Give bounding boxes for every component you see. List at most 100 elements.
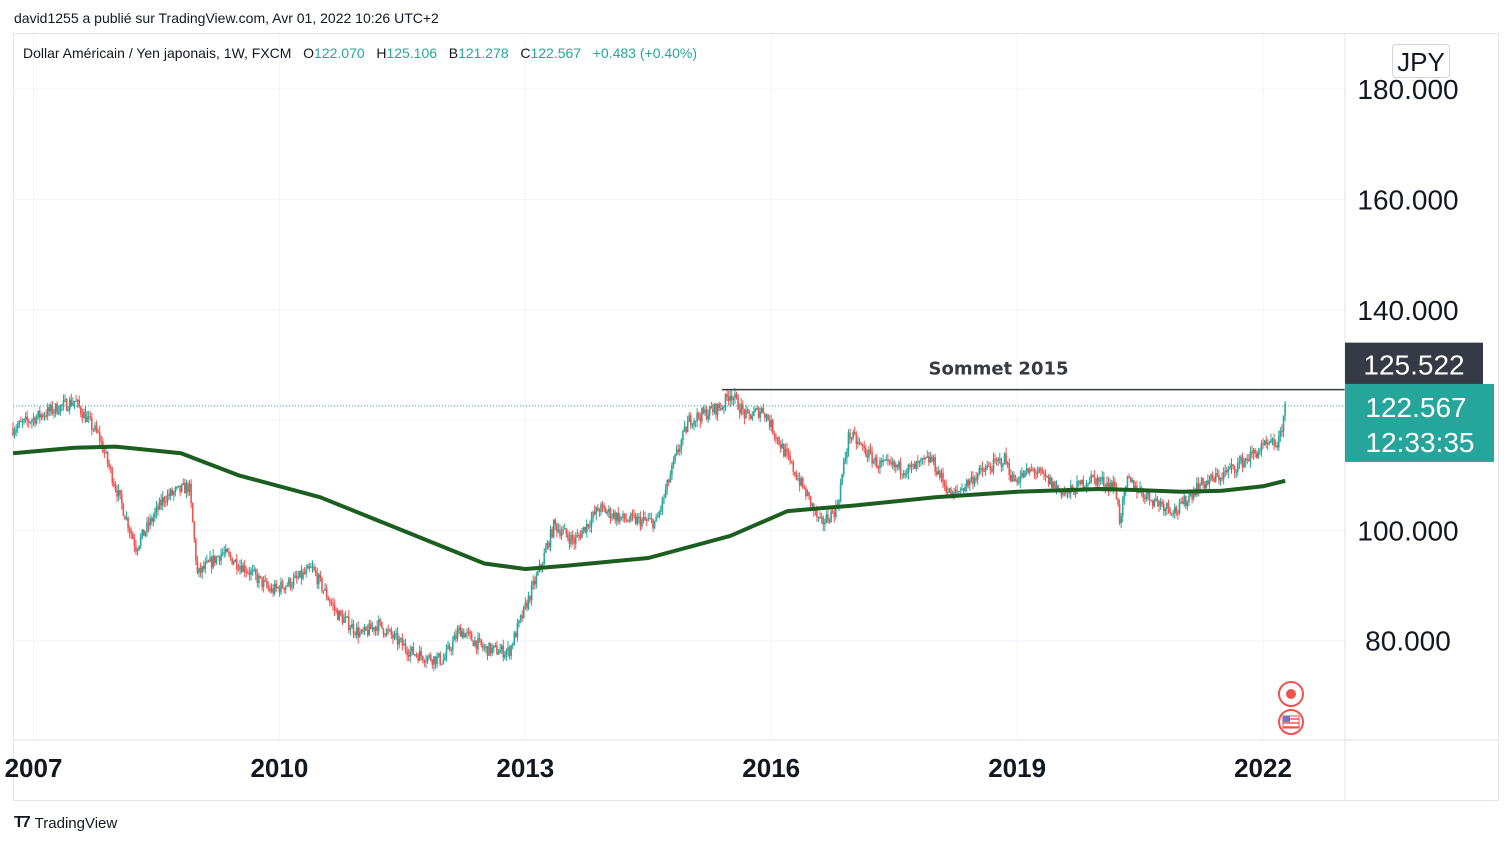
candle-body xyxy=(757,407,760,418)
candle-body xyxy=(686,421,689,433)
candle-body xyxy=(921,457,924,460)
candle-body xyxy=(562,529,564,533)
candle-body xyxy=(1238,461,1241,463)
candle-body xyxy=(254,569,257,575)
price-tick-label: 180.000 xyxy=(1357,74,1458,105)
candle-body xyxy=(401,638,404,646)
candle-body xyxy=(1062,492,1064,496)
candle-body xyxy=(674,454,676,461)
candle-body xyxy=(872,460,875,464)
candle-body xyxy=(411,646,413,651)
candle-body xyxy=(1095,477,1097,486)
candle-body xyxy=(24,416,27,419)
candle-body xyxy=(78,400,81,407)
candle-body xyxy=(1177,512,1179,514)
candle-body xyxy=(349,628,352,630)
candle-body xyxy=(65,399,68,411)
candle-body xyxy=(948,488,951,493)
candle-body xyxy=(970,476,973,481)
candle-body xyxy=(313,566,315,571)
candle-body xyxy=(1150,500,1152,502)
candle-body xyxy=(54,403,57,412)
candle-body xyxy=(693,420,695,426)
candle-body xyxy=(1101,476,1104,481)
candle-body xyxy=(299,570,301,578)
candle-body xyxy=(149,518,151,526)
candle-body xyxy=(723,407,725,409)
candle-body xyxy=(327,597,330,601)
candle-body xyxy=(1175,507,1178,513)
candle-body xyxy=(926,456,929,458)
candle-body xyxy=(456,630,459,639)
candle-body xyxy=(1249,451,1252,462)
candle-body xyxy=(712,408,714,413)
candle-body xyxy=(820,517,823,519)
candle-body xyxy=(1121,498,1124,517)
tradingview-logo[interactable]: T7 TradingView xyxy=(14,814,117,832)
candle-body xyxy=(606,512,609,514)
candle-body xyxy=(1090,474,1093,483)
candle-body xyxy=(264,580,267,582)
candle-body xyxy=(474,640,476,646)
candle-body xyxy=(1082,479,1085,489)
candle-body xyxy=(38,410,41,418)
candle-body xyxy=(879,460,881,469)
economic-event-icon[interactable] xyxy=(1278,681,1304,707)
candle-body xyxy=(508,647,511,656)
candle-body xyxy=(316,573,319,585)
candle-body xyxy=(1052,481,1055,489)
candle-body xyxy=(765,414,768,418)
candle-body xyxy=(1060,489,1063,496)
candle-body xyxy=(1123,490,1126,499)
candle-body xyxy=(830,511,832,523)
candle-body xyxy=(477,637,479,650)
candle-body xyxy=(726,394,728,398)
candle-body xyxy=(362,630,364,632)
candle-body xyxy=(559,529,561,536)
candle-body xyxy=(483,647,486,649)
candle-body xyxy=(382,628,385,635)
time-tick-label: 2007 xyxy=(5,753,63,783)
candle-body xyxy=(245,572,248,574)
candle-body xyxy=(308,566,311,568)
candle-body xyxy=(306,566,309,569)
candle-body xyxy=(511,644,514,646)
candle-body xyxy=(1243,460,1245,468)
candle-body xyxy=(522,605,525,618)
candle-body xyxy=(611,517,613,519)
candle-body xyxy=(853,431,856,435)
candle-body xyxy=(426,656,429,662)
candle-body xyxy=(1246,458,1249,460)
candle-body xyxy=(532,580,534,585)
candle-body xyxy=(771,419,774,434)
candle-body xyxy=(57,413,60,415)
symbol-label[interactable]: Dollar Américain / Yen japonais, 1W, FXC… xyxy=(23,45,292,61)
candle-body xyxy=(519,615,522,621)
candle-body xyxy=(510,645,512,656)
price-tick-label: 80.000 xyxy=(1365,626,1451,657)
candle-body xyxy=(223,552,226,554)
candle-body xyxy=(683,426,686,431)
candle-body xyxy=(388,629,391,631)
candle-body xyxy=(946,492,949,494)
candle-body xyxy=(360,630,363,633)
candle-body xyxy=(1039,468,1042,471)
candle-body xyxy=(202,566,205,569)
candle-body xyxy=(641,519,643,527)
candle-body xyxy=(146,522,148,532)
candle-body xyxy=(387,629,389,631)
candle-body xyxy=(639,516,642,527)
candle-body xyxy=(1032,469,1034,471)
candle-body xyxy=(563,528,566,530)
us-flag-event-icon[interactable] xyxy=(1278,709,1304,735)
currency-badge[interactable]: JPY xyxy=(1392,44,1450,78)
candle-body xyxy=(604,508,607,514)
candle-body xyxy=(429,654,432,661)
candle-body xyxy=(751,415,754,419)
candle-body xyxy=(1011,474,1014,482)
candle-body xyxy=(660,509,662,512)
candle-body xyxy=(97,431,99,433)
candle-body xyxy=(207,560,210,562)
candle-body xyxy=(537,571,539,575)
